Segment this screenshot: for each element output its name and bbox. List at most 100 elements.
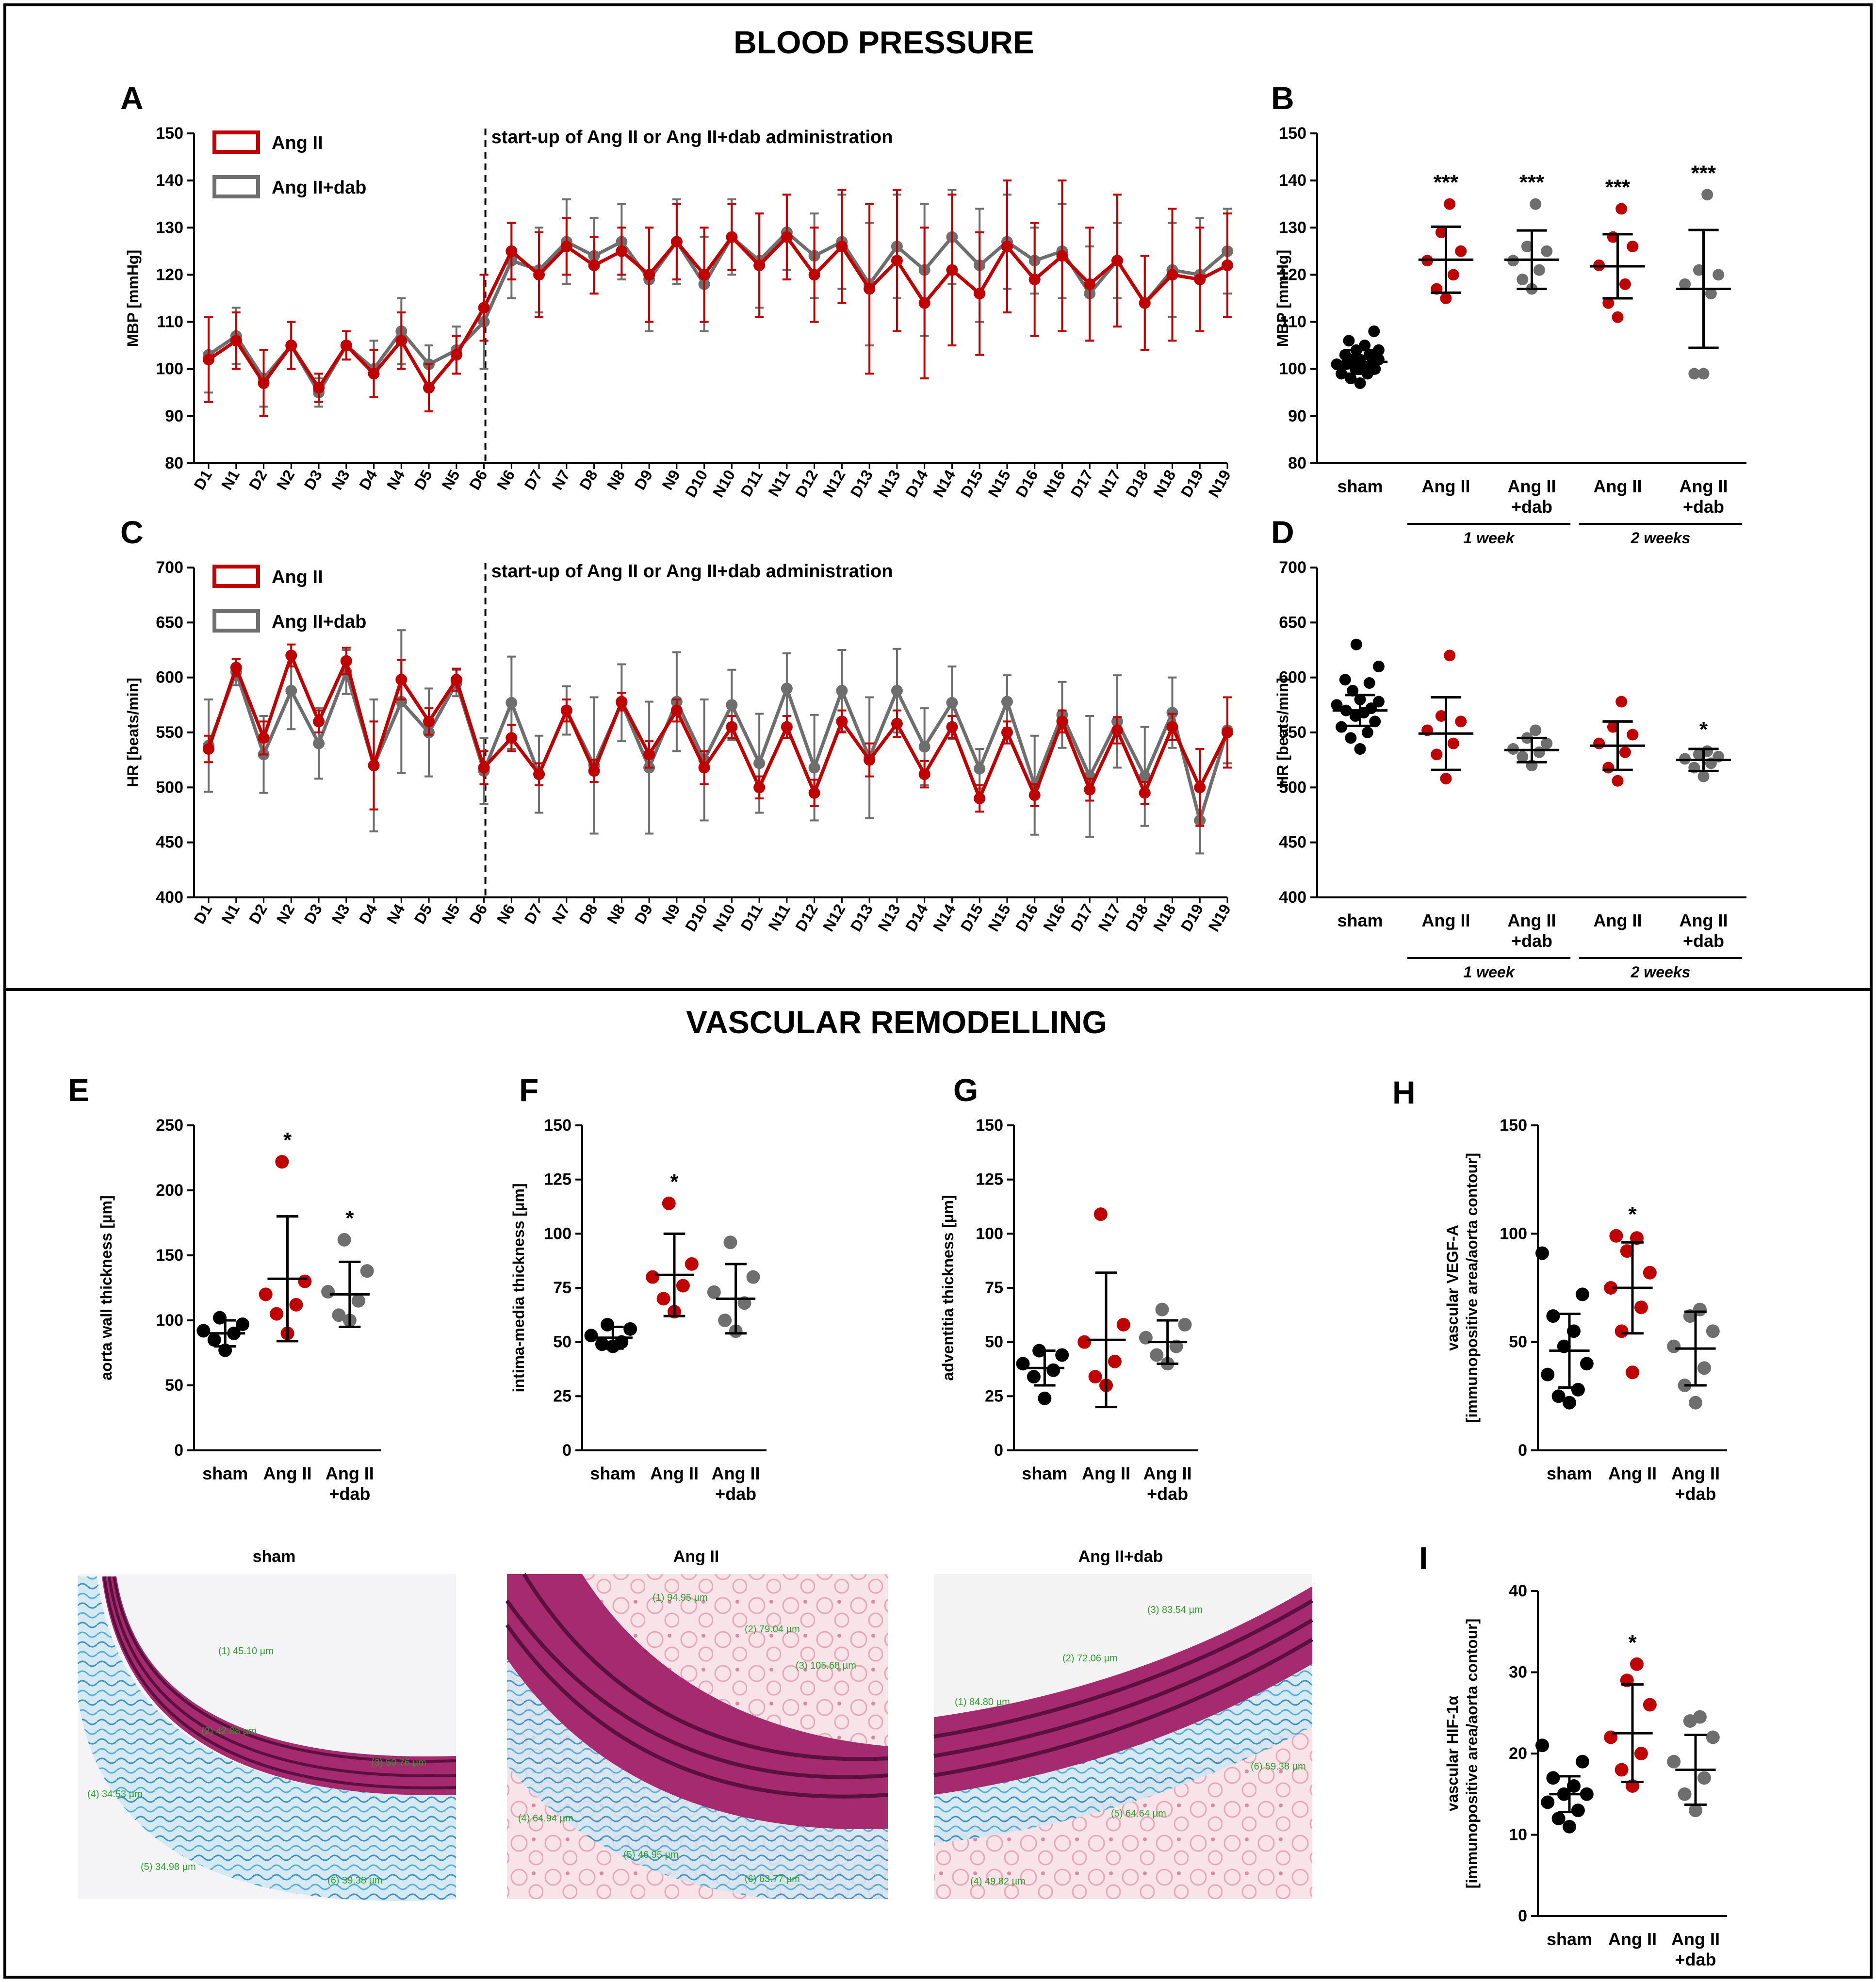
adventitia-layer <box>507 1640 888 1899</box>
data-point <box>1705 288 1717 300</box>
data-point <box>533 269 545 281</box>
data-point <box>781 721 793 733</box>
data-point <box>1615 696 1628 708</box>
measurement-label: (6) 39.38 µm <box>327 1875 383 1886</box>
data-point <box>781 682 793 695</box>
y-tick-label: 250 <box>156 1116 183 1135</box>
data-point <box>1345 373 1357 385</box>
panel-letter: I <box>1419 1540 1428 1576</box>
data-point <box>1447 269 1459 281</box>
group-2 <box>707 1235 760 1338</box>
measurement-label: (4) 64.94 µm <box>518 1813 573 1824</box>
data-point <box>275 1155 289 1169</box>
measurement-label: (6) 63.77 µm <box>745 1874 800 1885</box>
x-group-label: Ang II <box>650 1463 699 1483</box>
legend-label: Ang II <box>272 567 323 587</box>
data-point <box>1111 255 1123 267</box>
adventitia-layer <box>78 1576 456 1901</box>
data-point <box>196 1324 211 1338</box>
y-tick-label: 150 <box>1500 1116 1527 1135</box>
data-point <box>1093 1207 1108 1221</box>
data-point <box>340 340 352 352</box>
data-point <box>203 354 214 366</box>
y-tick-label: 0 <box>562 1441 571 1460</box>
measurement-label: (5) 34.98 µm <box>141 1862 196 1872</box>
data-point <box>1563 1396 1576 1410</box>
group-4: *** <box>1676 161 1731 380</box>
y-axis-label: [immunopositive area/aorta contour] <box>1463 1153 1481 1423</box>
data-point <box>1001 696 1013 708</box>
media-layer <box>507 1574 888 1830</box>
data-point <box>1546 1771 1560 1785</box>
group-0 <box>1331 638 1388 755</box>
data-point <box>1108 1354 1122 1368</box>
y-tick-label: 150 <box>544 1116 571 1135</box>
group-2 <box>1139 1302 1192 1371</box>
data-point <box>1607 721 1619 733</box>
data-point <box>1697 368 1710 380</box>
data-point <box>1620 1244 1634 1258</box>
y-tick-label: 25 <box>553 1387 571 1405</box>
y-tick-label: 500 <box>156 778 183 796</box>
data-point <box>1521 241 1533 253</box>
data-point <box>723 1235 737 1250</box>
y-tick-label: 120 <box>1279 265 1306 284</box>
y-tick-label: 550 <box>1279 723 1306 742</box>
y-axis-label: HR [beats/min] <box>1274 678 1291 787</box>
measurement-label: (3) 83.54 µm <box>1147 1605 1203 1615</box>
data-point <box>974 288 986 300</box>
y-tick-label: 125 <box>976 1170 1003 1189</box>
data-point <box>946 697 958 709</box>
panel-i-hif: 0 10 20 30 40 vascular HIF-1α [immunopositive … <box>1419 1540 1727 1969</box>
group-0 <box>196 1311 250 1357</box>
micrograph-title: sham <box>253 1547 296 1566</box>
data-point <box>1166 707 1178 719</box>
data-point <box>1155 1302 1169 1316</box>
media-layer <box>102 1576 456 1795</box>
data-point <box>753 757 766 769</box>
x-group-label: +dab <box>329 1484 370 1504</box>
data-point <box>718 1314 732 1327</box>
y-tick-label: 40 <box>1509 1582 1527 1600</box>
x-group-label: +dab <box>1147 1484 1188 1504</box>
y-tick-label: 0 <box>174 1441 183 1460</box>
panel-letter: E <box>68 1072 89 1108</box>
data-point <box>1602 297 1615 309</box>
y-tick-label: 500 <box>1279 778 1306 796</box>
data-point <box>646 1270 660 1284</box>
group-4: * <box>1676 718 1731 782</box>
panel-letter: G <box>953 1072 978 1108</box>
data-point <box>1088 1370 1102 1384</box>
data-point <box>1689 1396 1702 1410</box>
data-point <box>259 1287 273 1301</box>
y-tick-label: 100 <box>544 1224 571 1243</box>
x-group-label: Ang II <box>1594 476 1642 496</box>
group-0 <box>1535 1738 1594 1834</box>
data-point <box>1604 1281 1618 1295</box>
data-point <box>1693 1710 1707 1724</box>
data-point <box>1713 269 1725 281</box>
data-point <box>506 732 518 744</box>
data-point <box>423 715 435 728</box>
significance-mark: * <box>1699 718 1708 742</box>
data-point <box>1634 1747 1648 1760</box>
data-point <box>506 697 518 709</box>
group-0 <box>1331 325 1388 389</box>
data-point <box>1369 715 1381 728</box>
data-point <box>1530 198 1542 210</box>
significance-mark: * <box>670 1170 679 1194</box>
measurement-label: (4) 49.82 µm <box>970 1876 1026 1887</box>
y-tick-label: 130 <box>1279 218 1306 237</box>
data-point <box>1111 724 1123 736</box>
data-point <box>1455 245 1467 257</box>
data-point <box>1222 260 1233 271</box>
data-point <box>258 377 270 389</box>
data-point <box>656 1292 670 1306</box>
y-tick-label: 400 <box>156 888 183 907</box>
y-tick-label: 140 <box>156 171 183 190</box>
data-point <box>1150 1348 1164 1362</box>
series-red <box>203 643 1233 827</box>
legend-label: Ang II <box>272 133 323 153</box>
y-tick-label: 100 <box>1500 1224 1527 1243</box>
